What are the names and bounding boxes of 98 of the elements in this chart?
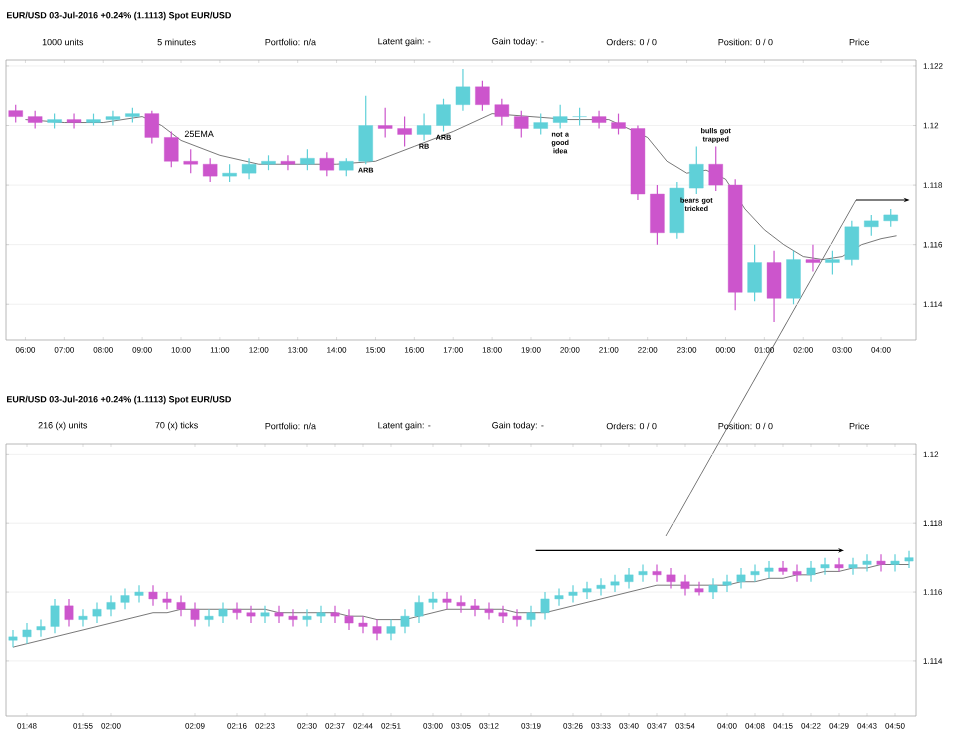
candlestick xyxy=(786,250,801,305)
candlestick xyxy=(428,591,438,610)
candlestick xyxy=(280,154,296,171)
candlestick xyxy=(358,95,373,165)
candlestick xyxy=(274,605,284,624)
candlestick xyxy=(864,214,879,237)
candlestick xyxy=(246,605,256,624)
candlestick xyxy=(624,567,634,590)
candlestick xyxy=(470,598,480,617)
candlestick xyxy=(494,98,510,127)
candlestick xyxy=(105,110,121,127)
candlestick xyxy=(260,605,270,624)
candlestick xyxy=(540,591,550,621)
candlestick xyxy=(694,581,704,597)
candlestick xyxy=(442,591,452,610)
candlestick xyxy=(650,184,665,246)
candlestick xyxy=(120,588,130,610)
candlestick xyxy=(652,563,662,583)
candlestick xyxy=(582,581,592,600)
candlestick xyxy=(50,598,60,634)
candlestick xyxy=(183,148,198,174)
candlestick xyxy=(344,608,354,631)
candlestick xyxy=(386,618,396,641)
candlestick xyxy=(475,80,490,112)
candlestick xyxy=(834,557,844,572)
candlestick xyxy=(904,550,914,569)
candlestick xyxy=(164,130,179,168)
candlestick xyxy=(106,594,116,617)
candlestick xyxy=(806,560,816,583)
candlestick xyxy=(330,605,340,624)
candlestick xyxy=(92,601,102,624)
candlestick xyxy=(162,591,172,610)
candlestick xyxy=(300,148,315,171)
candlestick xyxy=(554,588,564,607)
candlestick xyxy=(218,601,228,624)
candlestick xyxy=(36,618,46,638)
candlestick xyxy=(666,567,676,590)
candlestick xyxy=(862,553,872,572)
candlestick xyxy=(416,113,432,142)
candlestick xyxy=(358,615,368,634)
candlestick xyxy=(689,145,704,195)
candlestick xyxy=(610,574,620,593)
candlestick xyxy=(568,584,578,603)
candlestick xyxy=(825,250,840,276)
candlestick xyxy=(202,157,218,183)
candlestick xyxy=(708,577,718,600)
candlestick xyxy=(400,608,410,634)
candlestick xyxy=(414,594,424,624)
candlestick xyxy=(134,584,144,603)
candlestick xyxy=(8,629,18,648)
candlestick xyxy=(512,608,522,628)
candlestick xyxy=(792,563,802,583)
candlestick xyxy=(526,605,536,628)
candlestick xyxy=(764,560,774,579)
candlestick xyxy=(484,601,494,621)
candlestick xyxy=(638,563,648,583)
candlestick xyxy=(456,594,466,614)
candlestick xyxy=(611,113,626,136)
candlestick xyxy=(680,574,690,597)
candlestick xyxy=(316,605,326,624)
candlestick xyxy=(436,98,451,133)
candlestick xyxy=(372,618,382,641)
candlestick xyxy=(805,244,821,273)
candlestick xyxy=(747,244,762,302)
candlestick xyxy=(736,567,746,590)
candlestick xyxy=(722,574,732,593)
candlestick xyxy=(596,577,606,597)
candlestick xyxy=(876,553,886,572)
candlestick xyxy=(148,584,158,607)
candlestick xyxy=(766,250,782,323)
candlestick xyxy=(22,622,32,645)
candlestick xyxy=(778,560,788,576)
candlestick xyxy=(319,151,335,177)
candlestick xyxy=(552,104,568,130)
candlestick xyxy=(848,557,858,576)
candlestick xyxy=(190,601,200,628)
candlestick xyxy=(66,113,82,130)
candlestick xyxy=(708,145,723,192)
candlestick xyxy=(176,594,186,617)
candlestick xyxy=(750,563,760,583)
candlestick xyxy=(302,608,312,628)
candlestick xyxy=(820,557,830,576)
candlestick xyxy=(232,601,242,621)
candlestick xyxy=(498,605,508,624)
candlestick xyxy=(64,598,74,628)
candlestick xyxy=(377,107,393,139)
candlestick xyxy=(591,110,607,130)
candlestick xyxy=(78,608,88,628)
candlestick xyxy=(397,115,412,147)
candlestick xyxy=(890,553,900,572)
candlestick xyxy=(241,157,257,180)
candlestick xyxy=(455,68,471,112)
candlestick xyxy=(144,110,160,144)
candlestick xyxy=(844,220,860,267)
candlestick xyxy=(288,608,298,628)
candlestick xyxy=(204,608,214,628)
candlestick xyxy=(533,113,548,136)
candlestick xyxy=(514,110,529,139)
